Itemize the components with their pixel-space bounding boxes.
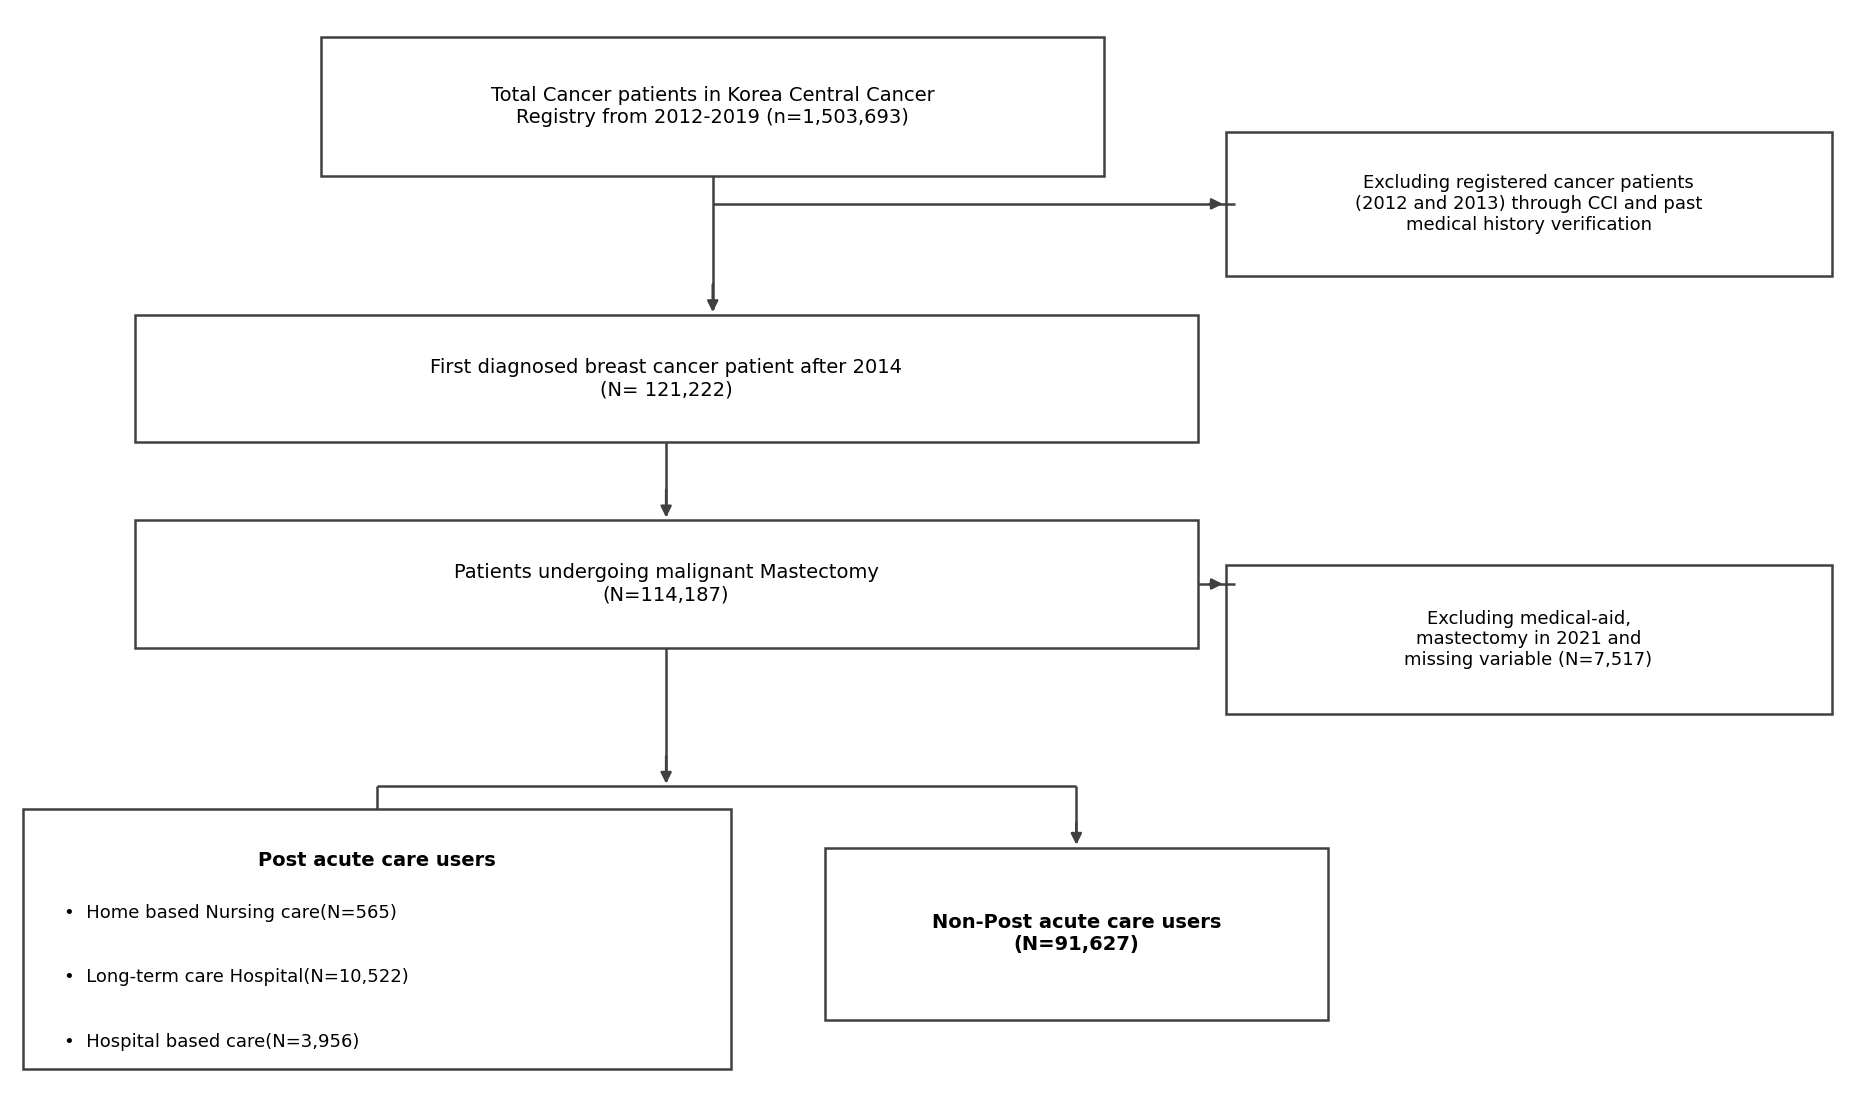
Text: Excluding medical-aid,
mastectomy in 2021 and
missing variable (N=7,517): Excluding medical-aid, mastectomy in 202… bbox=[1405, 609, 1652, 670]
Text: Post acute care users: Post acute care users bbox=[258, 851, 496, 870]
Text: Total Cancer patients in Korea Central Cancer
Registry from 2012-2019 (n=1,503,6: Total Cancer patients in Korea Central C… bbox=[491, 86, 935, 127]
Text: Patients undergoing malignant Mastectomy
(N=114,187): Patients undergoing malignant Mastectomy… bbox=[453, 563, 878, 605]
Bar bbox=[135, 315, 1197, 443]
Bar bbox=[824, 847, 1328, 1020]
Bar bbox=[1225, 132, 1832, 276]
Bar bbox=[320, 38, 1105, 177]
Text: •  Home based Nursing care(N=565): • Home based Nursing care(N=565) bbox=[64, 904, 397, 922]
Text: First diagnosed breast cancer patient after 2014
(N= 121,222): First diagnosed breast cancer patient af… bbox=[431, 358, 903, 399]
Text: Non-Post acute care users
(N=91,627): Non-Post acute care users (N=91,627) bbox=[931, 913, 1221, 954]
Bar bbox=[135, 520, 1197, 647]
Text: Excluding registered cancer patients
(2012 and 2013) through CCI and past
medica: Excluding registered cancer patients (20… bbox=[1354, 174, 1703, 234]
Text: •  Long-term care Hospital(N=10,522): • Long-term care Hospital(N=10,522) bbox=[64, 968, 408, 986]
Bar bbox=[1225, 565, 1832, 714]
Text: •  Hospital based care(N=3,956): • Hospital based care(N=3,956) bbox=[64, 1033, 360, 1051]
Bar bbox=[22, 808, 730, 1070]
